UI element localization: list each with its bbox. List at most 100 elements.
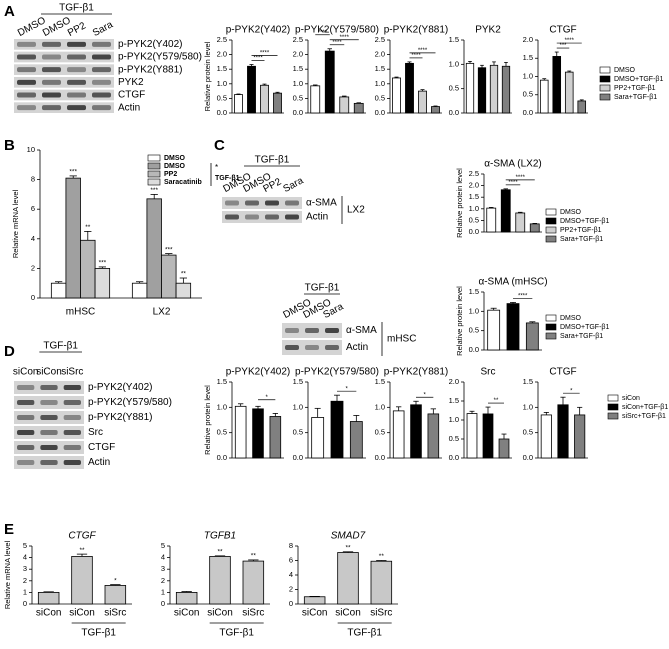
y-tick-label: 2 (23, 576, 27, 585)
blot-band (42, 92, 61, 98)
legend-label: siCon+TGF-β1 (622, 404, 668, 411)
y-tick-label: 0.0 (217, 453, 227, 462)
blot-band (325, 328, 339, 333)
blot-band (92, 41, 111, 47)
y-tick-label: 2 (161, 576, 165, 585)
legend-swatch (599, 84, 611, 92)
bar (234, 94, 243, 114)
bar (337, 552, 359, 605)
y-tick-label: 0.5 (449, 434, 459, 443)
significance-label: *** (99, 260, 107, 267)
significance-label: * (345, 386, 348, 392)
chart-title: p-PYK2(Y579/580) (295, 367, 379, 378)
bar (427, 413, 440, 459)
y-tick-label: 2.0 (293, 50, 303, 59)
bar (557, 404, 569, 459)
blot-band (63, 430, 81, 435)
legend-swatch (545, 314, 557, 322)
y-tick-label: 1.5 (375, 377, 385, 386)
y-tick-label: 3 (23, 564, 27, 573)
legend-label: siCon (622, 395, 640, 402)
significance-label: * (265, 395, 268, 401)
bar (539, 79, 549, 114)
x-tick-label: siCon (302, 608, 328, 619)
significance-label: **** (418, 48, 428, 54)
y-tick-label: 0.0 (217, 108, 227, 117)
cell-line-label: LX2 (347, 205, 365, 216)
y-tick-label: 6 (289, 555, 293, 564)
y-tick-label: 0.0 (449, 108, 459, 117)
lane-label: siCon (36, 367, 62, 378)
blot-row-label: CTGF (88, 442, 115, 453)
x-tick-label: siCon (36, 608, 62, 619)
blot-row-label: α-SMA (346, 325, 377, 336)
blot-band (40, 430, 58, 435)
bar (466, 413, 478, 459)
blot-strip (14, 51, 114, 63)
blot-band (17, 460, 35, 465)
y-tick-label: 1.0 (449, 59, 459, 68)
legend-group-note: * (215, 163, 218, 172)
bar (577, 100, 587, 114)
bar (515, 212, 526, 233)
blot-strip (222, 211, 302, 223)
y-tick-label: 1.5 (523, 377, 533, 386)
significance-label: * (114, 577, 117, 584)
y-tick-label: 2 (289, 584, 293, 593)
significance-label: * (570, 388, 573, 394)
x-tick-label: siSrc (242, 608, 264, 619)
treatment-label: TGF-β1 (255, 155, 290, 166)
legend-label: DMSO (164, 163, 186, 170)
x-tick-label: siCon (174, 608, 200, 619)
blot-band (285, 214, 299, 220)
blot-row-label: Actin (306, 212, 328, 223)
group-label: TGF-β1 (81, 628, 116, 639)
y-tick-label: 0.5 (449, 84, 459, 93)
chart-title: p-PYK2(Y402) (226, 25, 290, 36)
y-tick-label: 1 (161, 587, 165, 596)
y-tick-label: 1.0 (217, 402, 227, 411)
y-tick-label: 0.0 (449, 453, 459, 462)
y-tick-label: 0.0 (523, 108, 533, 117)
y-tick-label: 5 (23, 541, 27, 550)
y-tick-label: 5 (161, 541, 165, 550)
significance-label: ** (217, 549, 223, 556)
legend-label: DMSO (164, 155, 186, 162)
legend-swatch (545, 323, 557, 331)
y-tick-label: 1.5 (293, 377, 303, 386)
bar (465, 62, 475, 114)
y-tick-label: 1.0 (293, 79, 303, 88)
blot-band (17, 385, 35, 390)
group-label: TGF-β1 (347, 628, 382, 639)
significance-label: *** (150, 187, 158, 194)
y-tick-label: 0.5 (469, 215, 479, 224)
bar (552, 56, 562, 114)
lane-label: DMSO (41, 15, 73, 39)
blot-band (42, 54, 61, 60)
blot-row-label: CTGF (118, 90, 145, 101)
bar (209, 556, 231, 605)
chart-title: p-PYK2(Y881) (384, 367, 448, 378)
bar (104, 585, 127, 605)
group-label: TGF-β1 (219, 628, 254, 639)
significance-label: *** (559, 43, 567, 49)
blot-band (265, 214, 279, 220)
bar (353, 102, 364, 114)
blot-band (40, 415, 58, 420)
blot-band (67, 92, 86, 98)
significance-label: **** (508, 180, 518, 186)
x-tick-label: siCon (207, 608, 233, 619)
blot-row-label: p-PYK2(Y402) (118, 39, 182, 50)
y-tick-label: 6 (31, 204, 35, 213)
legend-swatch (147, 170, 161, 178)
y-tick-label: 0 (23, 599, 27, 608)
bar (273, 92, 282, 114)
bar (161, 254, 177, 299)
bar (310, 85, 321, 114)
blot-band (42, 67, 61, 73)
y-tick-label: 2.5 (293, 35, 303, 44)
legend-label: PP2+TGF-β1 (614, 85, 656, 92)
bar (175, 282, 192, 299)
bar (71, 556, 93, 605)
legend-label: siSrc+TGF-β1 (622, 413, 666, 420)
